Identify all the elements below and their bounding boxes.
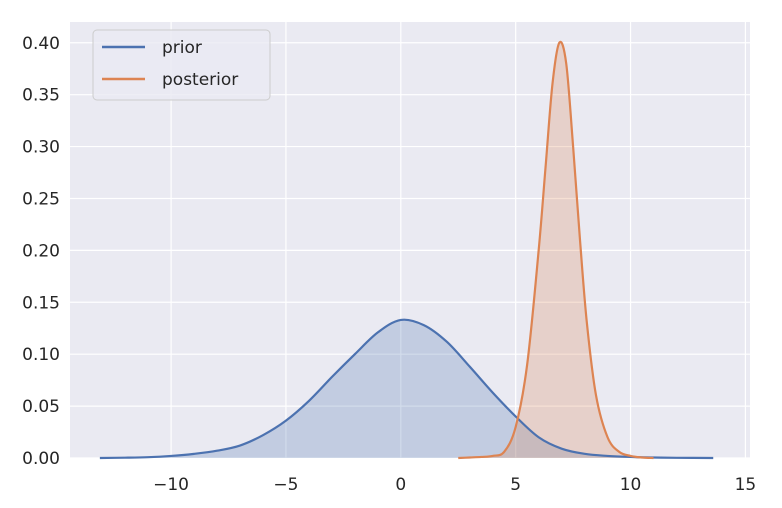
x-axis-ticks: −10 −5 0 5 10 15 bbox=[153, 475, 756, 495]
area-prior bbox=[99, 319, 714, 458]
y-tick-label: 0.20 bbox=[22, 241, 60, 261]
x-tick-label: 5 bbox=[510, 475, 521, 495]
y-tick-label: 0.30 bbox=[22, 138, 60, 158]
x-tick-label: 15 bbox=[735, 475, 757, 495]
y-tick-label: 0.10 bbox=[22, 345, 60, 365]
line-posterior bbox=[458, 40, 654, 460]
y-tick-label: 0.35 bbox=[22, 86, 60, 106]
y-tick-label: 0.15 bbox=[22, 293, 60, 313]
x-tick-label: 0 bbox=[395, 475, 406, 495]
area-posterior bbox=[458, 41, 654, 459]
y-tick-label: 0.05 bbox=[22, 397, 60, 417]
y-axis-ticks: 0.00 0.05 0.10 0.15 0.20 0.25 0.30 0.35 0.40 bbox=[22, 34, 60, 469]
y-tick-label: 0.00 bbox=[22, 449, 60, 469]
line-prior bbox=[99, 318, 714, 460]
x-tick-label: −10 bbox=[153, 475, 189, 495]
y-tick-label: 0.25 bbox=[22, 189, 60, 209]
x-tick-label: 10 bbox=[620, 475, 642, 495]
density-lines bbox=[99, 40, 714, 460]
x-tick-label: −5 bbox=[273, 475, 298, 495]
density-areas bbox=[99, 41, 714, 459]
legend: prior posterior bbox=[92, 29, 271, 101]
y-tick-label: 0.40 bbox=[22, 34, 60, 54]
legend-label-posterior: posterior bbox=[162, 70, 238, 90]
grid-lines bbox=[70, 22, 750, 459]
legend-label-prior: prior bbox=[162, 38, 202, 58]
